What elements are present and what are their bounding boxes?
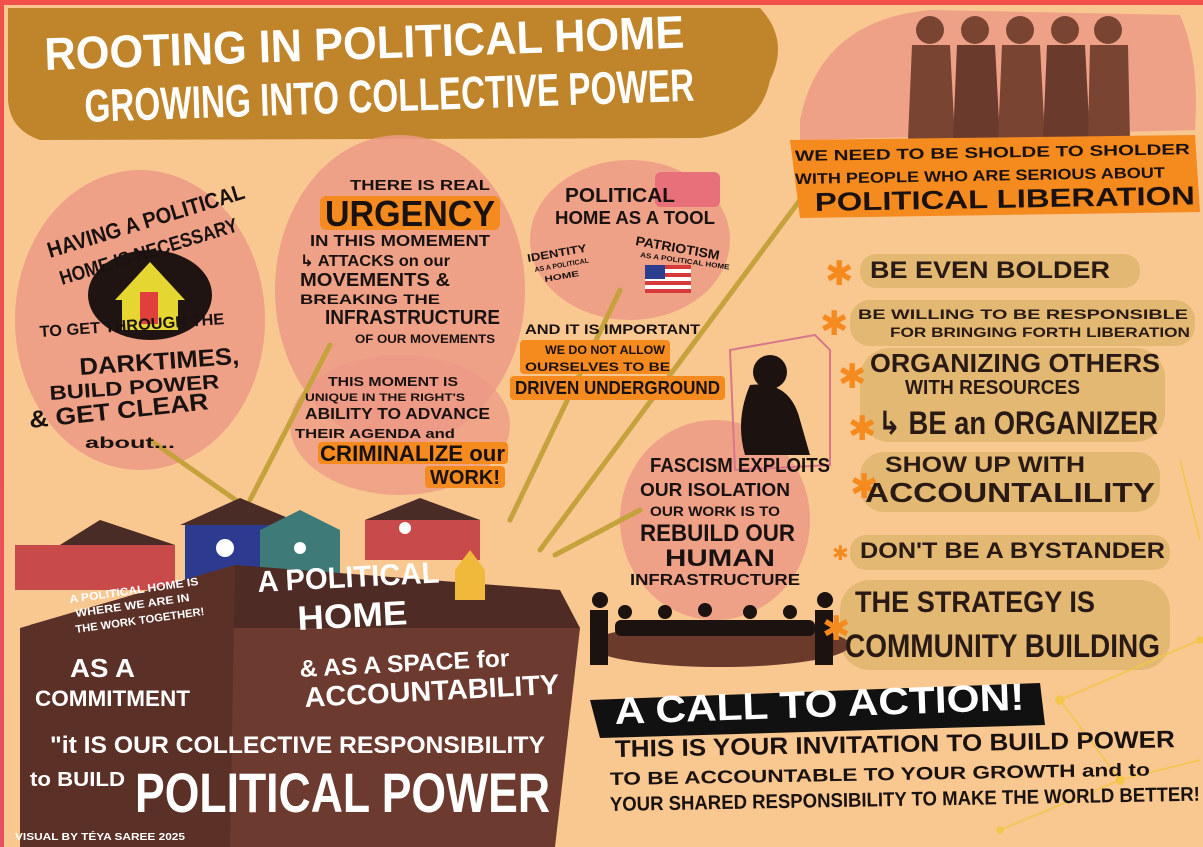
necessary-text: about...: [85, 435, 175, 452]
underground-text: WE DO NOT ALLOW: [545, 343, 666, 357]
underground-text: AND IT IS IMPORTANT: [525, 321, 701, 337]
house-text: POLITICAL POWER: [135, 761, 550, 824]
urgency-text: THIS MOMENT IS: [328, 374, 458, 389]
tool-text: HOME AS A TOOL: [555, 208, 715, 228]
underground-text: OURSELVES TO BE: [525, 360, 670, 374]
urgency-text: BREAKING THE: [300, 291, 440, 307]
actions-text: ACCOUNTALILITY: [865, 477, 1155, 508]
fascism-text: INFRASTRUCTURE: [630, 572, 800, 589]
actions-text: FOR BRINGING FORTH LIBERATION: [890, 324, 1190, 340]
house-text: COMMITMENT: [35, 686, 191, 711]
actions-text: THE STRATEGY IS: [855, 586, 1095, 619]
actions-text: BE EVEN BOLDER: [870, 257, 1110, 284]
urgency-text: ABILITY TO ADVANCE: [305, 406, 490, 423]
urgency-text: THERE IS REAL: [350, 177, 490, 194]
urgency-text: THEIR AGENDA and: [295, 426, 455, 441]
urgency-text: INFRASTRUCTURE: [325, 307, 500, 329]
tool-text: POLITICAL: [565, 185, 675, 207]
svg-text:✱: ✱: [848, 410, 877, 448]
urgency-text: MOVEMENTS &: [300, 270, 450, 290]
svg-text:✱: ✱: [825, 255, 854, 293]
actions-text: ↳ BE an ORGANIZER: [878, 405, 1158, 441]
svg-text:✱: ✱: [832, 543, 849, 565]
svg-text:✱: ✱: [838, 358, 867, 396]
credit-text: VISUAL BY TÉYA SAREE 2025: [15, 830, 186, 843]
urgency-text: OF OUR MOVEMENTS: [355, 332, 495, 346]
fascism-text: OUR ISOLATION: [640, 480, 790, 500]
fascism-text: FASCISM EXPLOITS: [650, 455, 830, 477]
actions-text: BE WILLING TO BE RESPONSIBLE: [858, 306, 1188, 322]
urgency-text: URGENCY: [325, 193, 495, 234]
actions-text: COMMUNITY BUILDING: [845, 628, 1160, 664]
urgency-text: ↳ ATTACKS on our: [300, 253, 450, 270]
house-text: "it IS OUR COLLECTIVE RESPONSIBILITY: [50, 732, 545, 759]
people: [908, 16, 1130, 140]
house-text: HOME: [296, 594, 408, 638]
actions-text: ORGANIZING OTHERS: [870, 348, 1160, 378]
svg-text:✱: ✱: [820, 305, 849, 343]
urgency-text: UNIQUE IN THE RIGHT'S: [305, 392, 465, 404]
urgency-text: WORK!: [430, 467, 500, 489]
fascism-text: HUMAN: [665, 545, 775, 572]
house-text: AS A: [70, 653, 135, 683]
fascism-text: OUR WORK IS TO: [650, 503, 780, 519]
house-text: to BUILD: [30, 769, 125, 791]
urgency-text: IN THIS MOMEMENT: [310, 233, 490, 250]
fascism-text: REBUILD OUR: [640, 520, 795, 547]
underground-text: DRIVEN UNDERGROUND: [515, 378, 720, 398]
flag: [645, 265, 691, 293]
illustration: ✱✱✱ ✱✱✱✱ ROOTING IN POLITICAL HOMEGROWIN…: [0, 0, 1203, 847]
urgency-text: CRIMINALIZE our: [320, 441, 505, 466]
actions-text: WITH RESOURCES: [905, 377, 1080, 399]
actions-text: DON'T BE A BYSTANDER: [860, 538, 1165, 563]
actions-text: SHOW UP WITH: [885, 452, 1085, 477]
